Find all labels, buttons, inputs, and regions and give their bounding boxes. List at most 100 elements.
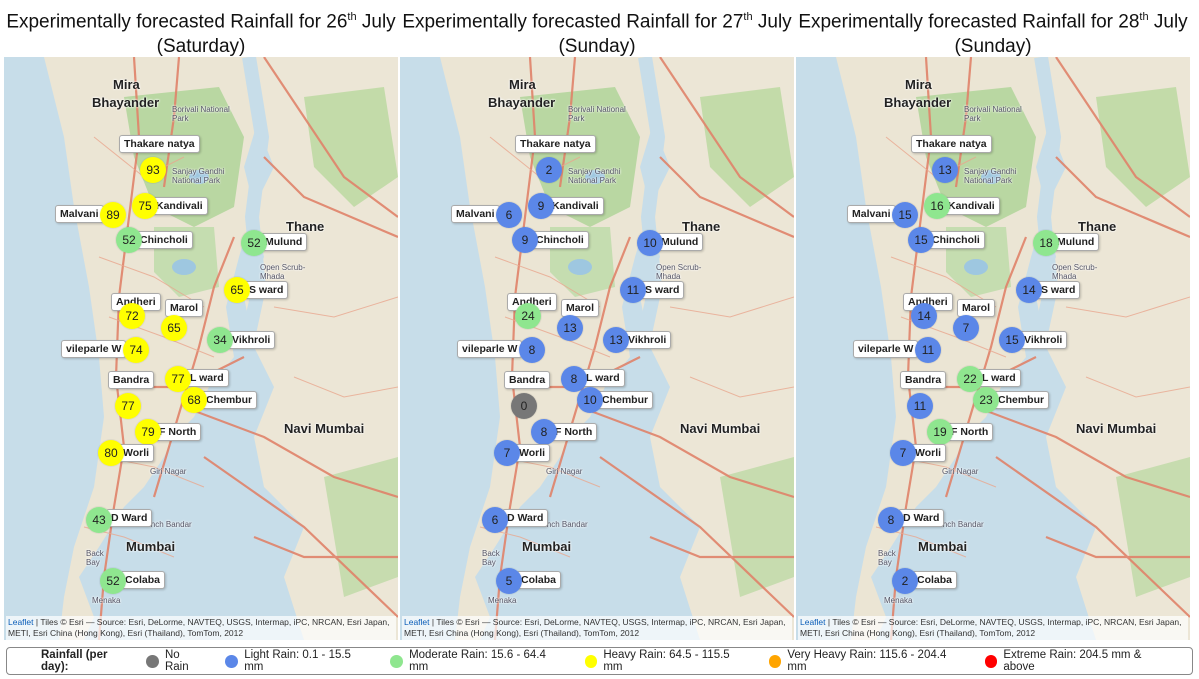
station-label: Chincholi	[531, 231, 589, 249]
place-thane: Thane	[286, 219, 325, 234]
station-label: Chincholi	[135, 231, 193, 249]
station-label: Chembur	[597, 391, 654, 409]
rainfall-marker[interactable]: 15	[892, 202, 918, 228]
place-inch-bandar: inch Bandar	[149, 520, 192, 529]
title-line1-pre: Experimentally forecasted Rainfall for 2…	[6, 11, 348, 33]
map-attribution: Leaflet | Tiles © Esri — Source: Esri, D…	[402, 616, 792, 640]
rainfall-marker[interactable]: 79	[135, 419, 161, 445]
title-line1-post: July	[1148, 11, 1188, 33]
rainfall-marker[interactable]: 7	[890, 440, 916, 466]
rainfall-marker[interactable]: 0	[511, 393, 537, 419]
place-thane: Thane	[1078, 219, 1117, 234]
rainfall-marker[interactable]: 52	[116, 227, 142, 253]
station-label: L ward	[977, 369, 1021, 387]
station-label: Malvani	[847, 205, 896, 223]
station-label: L ward	[581, 369, 625, 387]
place-navi-mumbai: Navi Mumbai	[284, 421, 365, 436]
place-open-scrub: Open Scrub-Mhada	[260, 263, 306, 281]
rainfall-marker[interactable]: 13	[603, 327, 629, 353]
title-sup: th	[347, 11, 357, 23]
station-label: Mulund	[656, 233, 704, 251]
rainfall-marker[interactable]: 52	[100, 568, 126, 594]
rainfall-marker[interactable]: 6	[496, 202, 522, 228]
rainfall-marker[interactable]: 9	[512, 227, 538, 253]
station-label: Malvani	[451, 205, 500, 223]
rainfall-marker[interactable]: 14	[1016, 277, 1042, 303]
rainfall-marker[interactable]: 52	[241, 230, 267, 256]
station-label: Chembur	[993, 391, 1050, 409]
rainfall-marker[interactable]: 11	[907, 393, 933, 419]
place-giri-nagar: Giri Nagar	[150, 467, 187, 476]
rainfall-marker[interactable]: 68	[181, 387, 207, 413]
rainfall-marker[interactable]: 7	[953, 315, 979, 341]
map-view[interactable]: Mira Bhayander Borivali National Park Sa…	[796, 57, 1190, 640]
rainfall-marker[interactable]: 74	[123, 337, 149, 363]
rainfall-marker[interactable]: 24	[515, 303, 541, 329]
rainfall-marker[interactable]: 11	[620, 277, 646, 303]
rainfall-marker[interactable]: 9	[528, 193, 554, 219]
forecast-panel-2: Experimentally forecasted Rainfall for 2…	[400, 0, 794, 640]
attribution-text: | Tiles © Esri — Source: Esri, DeLorme, …	[404, 617, 786, 638]
rainfall-marker[interactable]: 23	[973, 387, 999, 413]
rainfall-marker[interactable]: 14	[911, 303, 937, 329]
rainfall-marker[interactable]: 65	[224, 277, 250, 303]
title-line1-post: July	[752, 11, 792, 33]
rainfall-marker[interactable]: 18	[1033, 230, 1059, 256]
rainfall-marker[interactable]: 6	[482, 507, 508, 533]
map-attribution: Leaflet | Tiles © Esri — Source: Esri, D…	[6, 616, 396, 640]
rainfall-marker[interactable]: 65	[161, 315, 187, 341]
rainfall-marker[interactable]: 10	[577, 387, 603, 413]
map-view[interactable]: Mira Bhayander Borivali National Park Sa…	[400, 57, 794, 640]
rainfall-marker[interactable]: 15	[999, 327, 1025, 353]
rainfall-marker[interactable]: 13	[557, 315, 583, 341]
title-line2: (Saturday)	[156, 36, 246, 58]
leaflet-link[interactable]: Leaflet	[8, 617, 34, 627]
legend-swatch	[225, 654, 239, 668]
rainfall-marker[interactable]: 7	[494, 440, 520, 466]
place-mira: Mira	[113, 77, 140, 92]
place-mumbai: Mumbai	[918, 539, 968, 554]
rainfall-marker[interactable]: 16	[924, 193, 950, 219]
title-line1-pre: Experimentally forecasted Rainfall for 2…	[798, 11, 1140, 33]
leaflet-link[interactable]: Leaflet	[800, 617, 826, 627]
place-giri-nagar: Giri Nagar	[546, 467, 583, 476]
station-label: Chembur	[201, 391, 258, 409]
rainfall-marker[interactable]: 10	[637, 230, 663, 256]
rainfall-marker[interactable]: 11	[915, 337, 941, 363]
station-label: Vikhroli	[1019, 331, 1068, 349]
station-label: Worli	[514, 444, 551, 462]
rainfall-marker[interactable]: 8	[531, 419, 557, 445]
rainfall-marker[interactable]: 34	[207, 327, 233, 353]
rainfall-marker[interactable]: 89	[100, 202, 126, 228]
legend-swatch	[984, 654, 998, 668]
station-label: Colaba	[912, 571, 958, 589]
place-menaka: Menaka	[488, 596, 517, 605]
rainfall-marker[interactable]: 2	[536, 157, 562, 183]
station-label: Marol	[561, 299, 600, 317]
station-label: Thakare natya	[515, 135, 596, 153]
legend-swatch	[146, 654, 159, 668]
legend-label: Light Rain: 0.1 - 15.5 mm	[244, 649, 351, 673]
rainfall-marker[interactable]: 77	[115, 393, 141, 419]
rainfall-marker[interactable]: 13	[932, 157, 958, 183]
title-line1-post: July	[356, 11, 396, 33]
place-giri-nagar: Giri Nagar	[942, 467, 979, 476]
rainfall-marker[interactable]: 5	[496, 568, 522, 594]
rainfall-marker[interactable]: 2	[892, 568, 918, 594]
station-label: Mulund	[1052, 233, 1100, 251]
rainfall-marker[interactable]: 72	[119, 303, 145, 329]
legend-swatch	[768, 654, 782, 668]
rainfall-marker[interactable]: 15	[908, 227, 934, 253]
rainfall-marker[interactable]: 43	[86, 507, 112, 533]
map-view[interactable]: Mira Bhayander Borivali National Park Sa…	[4, 57, 398, 640]
rainfall-marker[interactable]: 8	[878, 507, 904, 533]
leaflet-link[interactable]: Leaflet	[404, 617, 430, 627]
map-basemap	[796, 57, 1190, 640]
rainfall-marker[interactable]: 93	[140, 157, 166, 183]
rainfall-marker[interactable]: 8	[519, 337, 545, 363]
station-label: Malvani	[55, 205, 104, 223]
rainfall-marker[interactable]: 75	[132, 193, 158, 219]
rainfall-marker[interactable]: 80	[98, 440, 124, 466]
station-label: Vikhroli	[623, 331, 672, 349]
rainfall-marker[interactable]: 19	[927, 419, 953, 445]
